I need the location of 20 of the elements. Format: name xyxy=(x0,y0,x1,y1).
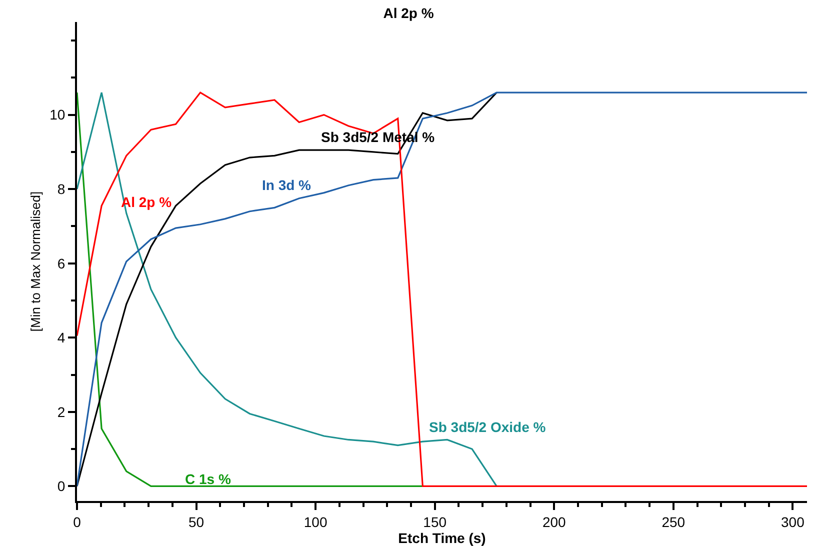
y-tick-label: 10 xyxy=(50,106,66,123)
series-label: C 1s % xyxy=(185,471,232,487)
y-tick-label: 0 xyxy=(57,478,66,494)
x-axis-title: Etch Time (s) xyxy=(398,530,486,546)
y-tick-label: 4 xyxy=(57,330,66,346)
chart-title: Al 2p % xyxy=(383,4,434,21)
y-tick-label: 6 xyxy=(57,255,66,272)
series-label: Sb 3d5/2 Oxide % xyxy=(429,419,546,435)
line-series xyxy=(77,92,424,487)
y-axis-title: [Min to Max Normalised] xyxy=(28,191,44,332)
x-tick-label: 250 xyxy=(662,514,686,530)
x-tick-label: 150 xyxy=(423,514,447,530)
y-tick-label: 2 xyxy=(57,404,66,420)
x-tick-label: 100 xyxy=(304,514,328,530)
x-tick-label: 200 xyxy=(542,514,566,530)
series-label: In 3d % xyxy=(262,177,312,193)
y-tick-label: 8 xyxy=(57,180,66,197)
x-tick-label: 50 xyxy=(188,514,204,530)
x-tick-label: 300 xyxy=(781,514,805,530)
x-tick-label: 0 xyxy=(73,514,82,530)
